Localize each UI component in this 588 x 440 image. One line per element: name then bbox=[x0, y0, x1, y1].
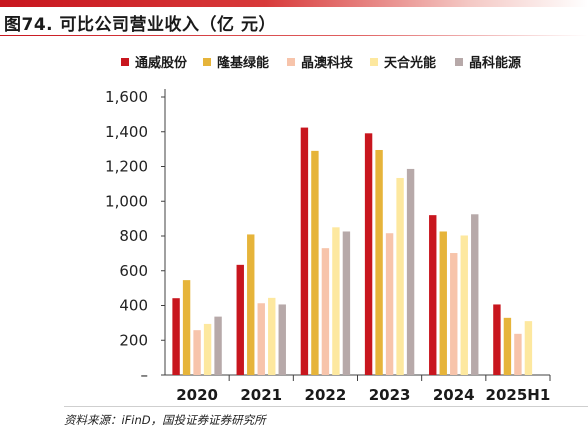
bar bbox=[471, 214, 479, 375]
bar bbox=[514, 333, 522, 375]
bar bbox=[214, 316, 222, 375]
x-tick-label: 2022 bbox=[305, 386, 347, 404]
bar bbox=[396, 177, 404, 375]
bar bbox=[450, 253, 458, 375]
title-divider bbox=[0, 35, 588, 36]
bar bbox=[321, 248, 330, 375]
bar bbox=[268, 297, 276, 375]
legend-item: 隆基绿能 bbox=[203, 52, 269, 71]
legend-label: 天合光能 bbox=[384, 56, 437, 71]
bar bbox=[203, 323, 212, 375]
legend-item: 通威股份 bbox=[121, 52, 187, 71]
bar bbox=[460, 235, 468, 375]
legend-swatch bbox=[287, 57, 295, 66]
chart-legend: 通威股份 隆基绿能 晶澳科技 天合光能 晶科能源 bbox=[0, 52, 588, 71]
bar bbox=[342, 231, 351, 375]
legend-swatch bbox=[370, 57, 378, 66]
y-tick-label: 1,400 bbox=[105, 123, 148, 141]
x-tick-label: 2024 bbox=[433, 386, 475, 404]
x-tick-label: 2020 bbox=[176, 386, 218, 404]
y-tick-label: 200 bbox=[119, 331, 148, 349]
bar bbox=[236, 264, 244, 375]
bar bbox=[193, 330, 201, 375]
legend-item: 晶澳科技 bbox=[287, 52, 353, 71]
legend-label: 晶科能源 bbox=[469, 56, 522, 71]
y-tick-label: 1,200 bbox=[105, 158, 148, 176]
y-tick-label: 600 bbox=[119, 262, 148, 280]
bar bbox=[406, 168, 415, 375]
y-tick-label: 1,600 bbox=[105, 88, 148, 106]
bar bbox=[278, 304, 286, 375]
x-tick-label: 2021 bbox=[240, 386, 282, 404]
bar bbox=[332, 227, 340, 375]
header-accent-bar bbox=[0, 0, 588, 7]
y-tick-label: 1,000 bbox=[105, 192, 148, 210]
figure-title: 图74. 可比公司营业收入（亿 元） bbox=[4, 15, 276, 35]
legend-swatch bbox=[455, 57, 463, 66]
bar bbox=[493, 304, 501, 375]
legend-label: 通威股份 bbox=[135, 56, 188, 71]
legend-item: 晶科能源 bbox=[455, 52, 521, 71]
legend-label: 晶澳科技 bbox=[301, 56, 354, 71]
legend-swatch bbox=[203, 57, 211, 66]
bar bbox=[300, 127, 309, 375]
x-tick-label: 2023 bbox=[369, 386, 411, 404]
bar bbox=[247, 234, 255, 375]
bar bbox=[375, 149, 383, 375]
legend-swatch bbox=[121, 57, 129, 66]
x-tick-label: 2025H1 bbox=[486, 386, 551, 404]
bar bbox=[385, 233, 394, 375]
y-tick-label: 800 bbox=[119, 227, 148, 245]
bar bbox=[524, 321, 533, 375]
bar bbox=[364, 133, 373, 375]
legend-label: 隆基绿能 bbox=[217, 56, 270, 71]
bar bbox=[429, 215, 437, 375]
source-note: 资料来源：iFinD，国投证券证券研究所 bbox=[64, 413, 266, 427]
bar bbox=[311, 150, 319, 375]
footer-divider bbox=[64, 406, 588, 407]
legend-item: 天合光能 bbox=[370, 52, 436, 71]
y-tick-label: – bbox=[141, 366, 149, 384]
bar bbox=[503, 317, 512, 375]
bar bbox=[182, 280, 191, 375]
bar bbox=[439, 231, 447, 375]
y-tick-label: 400 bbox=[119, 297, 148, 315]
bar bbox=[172, 298, 180, 375]
bar bbox=[257, 303, 265, 375]
